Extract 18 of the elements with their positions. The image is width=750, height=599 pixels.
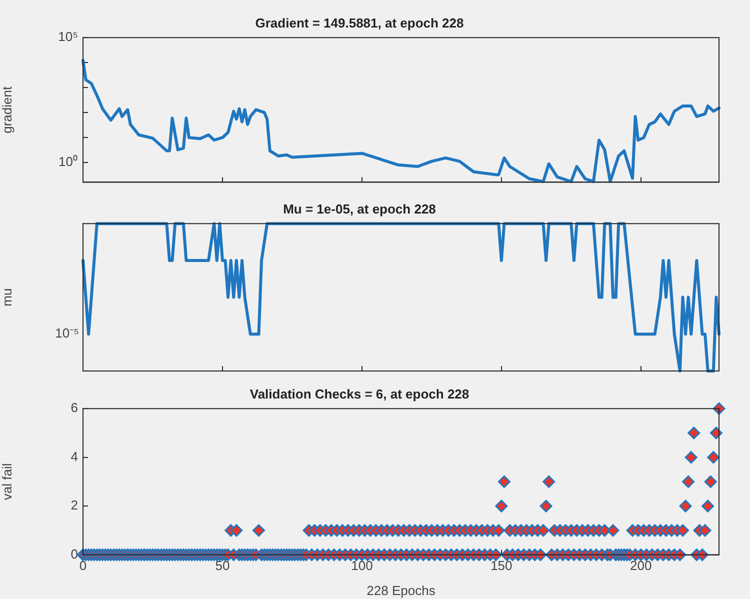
x-tick-label: 200	[630, 558, 652, 574]
y-axis-title: val fail	[0, 463, 14, 500]
y-tick-label: 4	[70, 448, 78, 464]
x-axis-title: 228 Epochs	[366, 582, 436, 598]
y-tick-label: 6	[70, 400, 78, 416]
y-tick-label: 10⁵	[58, 29, 78, 44]
x-tick-label: 100	[351, 558, 373, 574]
y-tick-label: 2	[70, 498, 78, 513]
y-axis-title: gradient	[0, 86, 14, 134]
chart-title: Gradient = 149.5881, at epoch 228	[255, 15, 464, 30]
chart-title: Mu = 1e-05, at epoch 228	[283, 201, 436, 216]
y-tick-label: 10⁰	[58, 154, 78, 169]
x-tick-label: 50	[215, 558, 230, 574]
y-tick-label: 0	[70, 546, 78, 562]
x-tick-label: 150	[490, 558, 512, 574]
y-axis-title: mu	[0, 288, 14, 306]
chart-title: Validation Checks = 6, at epoch 228	[250, 386, 470, 402]
text: 10⁻⁵	[55, 326, 79, 341]
